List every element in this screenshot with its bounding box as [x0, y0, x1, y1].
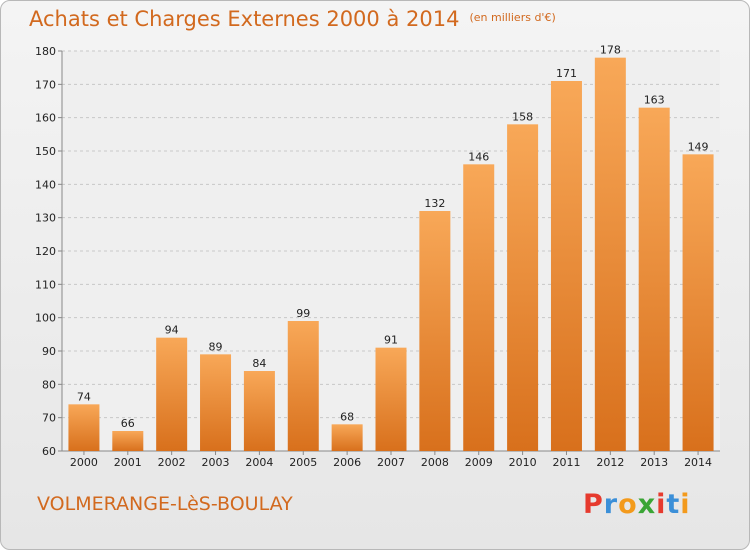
y-tick-label: 100: [35, 312, 56, 325]
x-tick-label: 2013: [640, 456, 668, 469]
y-tick-label: 80: [42, 378, 56, 391]
logo-letter: x: [637, 489, 657, 520]
y-tick-label: 150: [35, 145, 56, 158]
bar-value-label: 84: [252, 357, 266, 370]
bar-2010: [507, 124, 539, 451]
bar-2001: [112, 431, 144, 451]
logo-letter: r: [603, 489, 619, 520]
logo-letter: i: [680, 489, 691, 520]
logo-letter: i: [656, 489, 667, 520]
x-tick-label: 2003: [202, 456, 230, 469]
bar-value-label: 146: [468, 150, 489, 163]
x-tick-label: 2012: [596, 456, 624, 469]
x-tick-label: 2004: [245, 456, 273, 469]
y-tick-label: 110: [35, 278, 56, 291]
logo-letter: P: [583, 489, 604, 520]
y-tick-label: 90: [42, 345, 56, 358]
logo-letter: t: [666, 489, 681, 520]
y-tick-label: 60: [42, 445, 56, 458]
x-tick-label: 2009: [465, 456, 493, 469]
bar-value-label: 89: [209, 340, 223, 353]
bar-2012: [594, 57, 626, 452]
bar-2008: [419, 211, 451, 451]
bar-2000: [68, 404, 100, 451]
bar-value-label: 132: [424, 197, 445, 210]
y-tick-label: 160: [35, 112, 56, 125]
chart-title-text: Achats et Charges Externes 2000 à 2014: [29, 7, 460, 31]
bar-value-label: 66: [121, 417, 135, 430]
x-tick-label: 2000: [70, 456, 98, 469]
bar-value-label: 178: [600, 44, 621, 57]
x-tick-label: 2002: [158, 456, 186, 469]
x-tick-label: 2006: [333, 456, 361, 469]
bar-value-label: 158: [512, 110, 533, 123]
x-tick-label: 2010: [509, 456, 537, 469]
bar-value-label: 74: [77, 390, 91, 403]
bar-2004: [243, 371, 275, 451]
chart-subtitle: (en milliers d'€): [469, 11, 556, 24]
bar-2003: [200, 354, 232, 451]
bar-2009: [463, 164, 495, 452]
bar-2011: [550, 81, 582, 451]
x-tick-label: 2001: [114, 456, 142, 469]
bar-2013: [638, 107, 670, 452]
chart-title: Achats et Charges Externes 2000 à 2014 (e…: [29, 7, 556, 31]
bar-2005: [287, 321, 319, 451]
commune-name: VOLMERANGE-LèS-BOULAY: [37, 493, 293, 515]
bar-value-label: 99: [296, 307, 310, 320]
bar-value-label: 163: [644, 94, 665, 107]
logo-letter: o: [618, 489, 638, 520]
y-tick-label: 140: [35, 178, 56, 191]
x-tick-label: 2008: [421, 456, 449, 469]
proxiti-logo: Proxiti: [583, 489, 691, 520]
bar-value-label: 171: [556, 67, 577, 80]
bar-value-label: 91: [384, 334, 398, 347]
bar-value-label: 149: [688, 140, 709, 153]
x-tick-label: 2011: [552, 456, 580, 469]
y-tick-label: 180: [35, 45, 56, 58]
y-tick-label: 70: [42, 412, 56, 425]
bar-2007: [375, 347, 407, 451]
bar-2002: [156, 337, 188, 451]
bar-2014: [682, 154, 714, 452]
bar-2006: [331, 424, 363, 451]
y-tick-label: 130: [35, 212, 56, 225]
y-tick-label: 170: [35, 78, 56, 91]
y-tick-label: 120: [35, 245, 56, 258]
x-tick-label: 2014: [684, 456, 712, 469]
x-tick-label: 2005: [289, 456, 317, 469]
bar-value-label: 68: [340, 410, 354, 423]
x-tick-label: 2007: [377, 456, 405, 469]
bar-value-label: 94: [165, 324, 179, 337]
